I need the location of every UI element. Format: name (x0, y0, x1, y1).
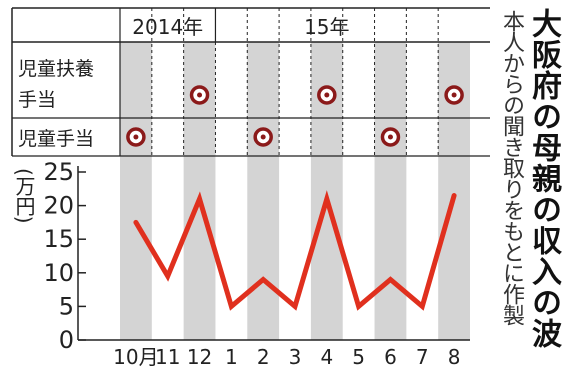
unit-label: (万円) (12, 168, 36, 224)
x-tick-label: 6 (384, 345, 397, 369)
fuyo-teate-marker-center (451, 92, 457, 98)
shaded-month-column (120, 42, 152, 340)
y-tick-label: 15 (43, 225, 74, 253)
fuyo-teate-marker-center (324, 92, 330, 98)
chart-title: 大阪府の母親の収入の波 (526, 8, 561, 349)
x-tick-label: 7 (416, 345, 429, 369)
x-tick-label: 4 (320, 345, 333, 369)
row-label-fuyo-teate-2: 手当 (18, 89, 56, 111)
y-tick-label: 25 (43, 158, 74, 186)
x-tick-label: 11 (155, 345, 180, 369)
year-label-15: 15年 (304, 15, 349, 39)
y-tick-label: 0 (59, 326, 74, 354)
x-tick-label: 2 (257, 345, 270, 369)
shaded-month-column (374, 42, 407, 340)
x-tick-label: 10月 (113, 345, 158, 369)
source-note: 本人からの聞き取りをもとに作製 (499, 10, 524, 325)
x-tick-label: 5 (352, 345, 365, 369)
x-tick-label: 8 (448, 345, 461, 369)
row-label-jido-teate: 児童手当 (18, 128, 94, 150)
x-tick-label: 3 (289, 345, 302, 369)
x-tick-label: 12 (187, 345, 212, 369)
jido-teate-marker-center (260, 134, 266, 140)
y-tick-label: 20 (43, 192, 74, 220)
row-label-fuyo-teate: 児童扶養 (18, 58, 94, 80)
jido-teate-marker-center (133, 134, 139, 140)
fuyo-teate-marker-center (197, 92, 203, 98)
y-tick-label: 5 (59, 292, 74, 320)
y-tick-label: 10 (43, 259, 74, 287)
year-label-2014: 2014年 (132, 15, 203, 39)
jido-teate-marker-center (387, 134, 393, 140)
shaded-month-column (247, 42, 280, 340)
x-tick-label: 1 (225, 345, 238, 369)
